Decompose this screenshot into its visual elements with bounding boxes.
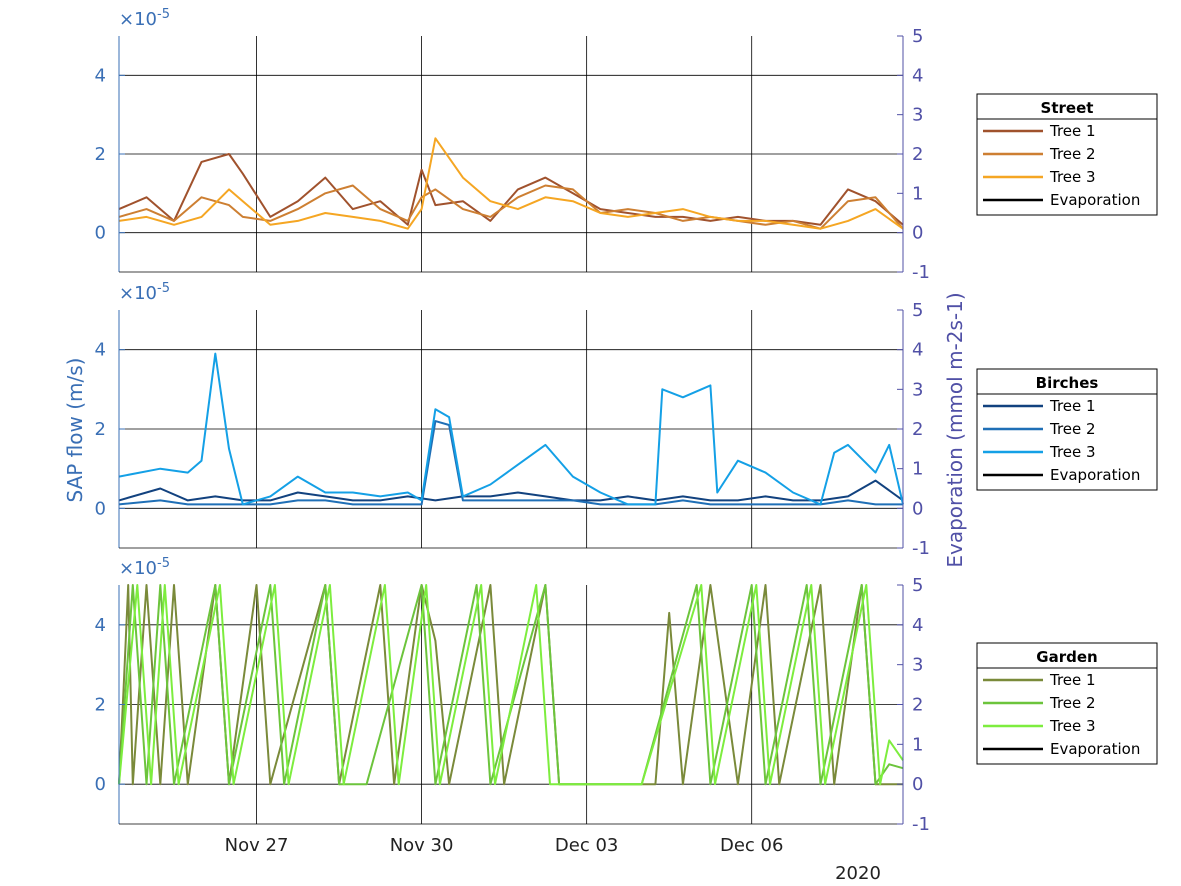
right-tick-label: 4 xyxy=(912,65,923,86)
right-tick-label: -1 xyxy=(912,262,930,283)
left-tick-label: 4 xyxy=(95,340,106,361)
right-tick-label: 3 xyxy=(912,379,923,400)
legend-item-label: Tree 1 xyxy=(1049,671,1096,689)
exponent-label: ×10-5 xyxy=(119,281,170,304)
legend-birches: Birches Tree 1 Tree 2 Tree 3 Evaporation xyxy=(976,368,1158,491)
right-tick-label: 5 xyxy=(912,575,923,596)
right-tick-label: 0 xyxy=(912,498,923,519)
legend-item-label: Tree 3 xyxy=(1049,443,1096,461)
right-tick-label: 0 xyxy=(912,774,923,795)
right-tick-label: 4 xyxy=(912,340,923,361)
x-tick-label: Dec 06 xyxy=(720,835,783,856)
series-line-tree-3 xyxy=(118,137,904,230)
left-tick-label: 2 xyxy=(95,695,106,716)
panel-garden: 0 2 4 -1 0 1 2 3 4 5 ×10-5 Garden Tree 1 Tree 2 Tree 3… xyxy=(95,556,1158,835)
series-lines xyxy=(118,584,904,786)
right-tick-label: 3 xyxy=(912,105,923,126)
right-tick-label: 5 xyxy=(912,300,923,321)
legend-title: Birches xyxy=(1036,374,1099,392)
left-tick-label: 0 xyxy=(95,498,106,519)
x-tick-label: Dec 03 xyxy=(555,835,618,856)
legend-item-label: Tree 2 xyxy=(1049,694,1096,712)
legend-item-label: Tree 1 xyxy=(1049,397,1096,415)
right-tick-label: 2 xyxy=(912,144,923,165)
x-year-label: 2020 xyxy=(835,863,881,884)
exponent-label: ×10-5 xyxy=(119,556,170,579)
left-tick-label: 2 xyxy=(95,419,106,440)
series-line-tree-1 xyxy=(118,153,904,226)
legend-item-label: Tree 1 xyxy=(1049,122,1096,140)
panel-birches: 0 2 4 -1 0 1 2 3 4 5 ×10-5 Birches Tree 1 Tree 2 Tree … xyxy=(95,281,1158,559)
legend-item-label: Tree 3 xyxy=(1049,168,1096,186)
right-tick-label: 1 xyxy=(912,183,923,204)
x-tick-label: Nov 30 xyxy=(390,835,454,856)
series-line-tree-2 xyxy=(118,584,904,786)
legend-item-label: Tree 2 xyxy=(1049,420,1096,438)
series-line-tree-1 xyxy=(118,584,903,786)
right-axis-title: Evaporation (mmol m-2s-1) xyxy=(943,292,967,567)
left-tick-label: 0 xyxy=(95,774,106,795)
x-tick-label: Nov 27 xyxy=(225,835,289,856)
right-tick-label: 5 xyxy=(912,26,923,47)
exponent-label: ×10-5 xyxy=(119,7,170,30)
legend-title: Street xyxy=(1041,99,1094,117)
right-tick-label: -1 xyxy=(912,538,930,559)
right-tick-label: 1 xyxy=(912,734,923,755)
series-line-tree-2 xyxy=(118,420,903,506)
panel-street: 0 2 4 -1 0 1 2 3 4 5 ×10-5 Street Tree 1 Tree 2 Tree 3… xyxy=(95,7,1158,283)
series-line-tree-1 xyxy=(118,479,904,502)
left-tick-label: 4 xyxy=(95,65,106,86)
right-tick-label: 0 xyxy=(912,223,923,244)
legend-item-label: Evaporation xyxy=(1050,740,1140,758)
series-line-tree-2 xyxy=(118,184,904,230)
series-lines xyxy=(118,352,904,506)
legend-garden: Garden Tree 1 Tree 2 Tree 3 Evaporation xyxy=(976,642,1158,765)
left-tick-label: 0 xyxy=(95,223,106,244)
right-tick-label: -1 xyxy=(912,814,930,835)
series-line-tree-3 xyxy=(118,584,904,786)
left-axis-title: SAP flow (m/s) xyxy=(63,358,87,503)
series-lines xyxy=(118,137,904,230)
legend-title: Garden xyxy=(1036,648,1097,666)
right-tick-label: 2 xyxy=(912,419,923,440)
legend-item-label: Tree 2 xyxy=(1049,145,1096,163)
right-tick-label: 4 xyxy=(912,615,923,636)
legend-street: Street Tree 1 Tree 2 Tree 3 Evaporation xyxy=(976,93,1158,216)
right-tick-label: 1 xyxy=(912,459,923,480)
legend-item-label: Tree 3 xyxy=(1049,717,1096,735)
left-tick-label: 2 xyxy=(95,144,106,165)
right-tick-label: 2 xyxy=(912,695,923,716)
left-tick-label: 4 xyxy=(95,615,106,636)
legend-item-label: Evaporation xyxy=(1050,466,1140,484)
series-line-tree-3 xyxy=(118,352,904,506)
right-tick-label: 3 xyxy=(912,655,923,676)
legend-item-label: Evaporation xyxy=(1050,191,1140,209)
